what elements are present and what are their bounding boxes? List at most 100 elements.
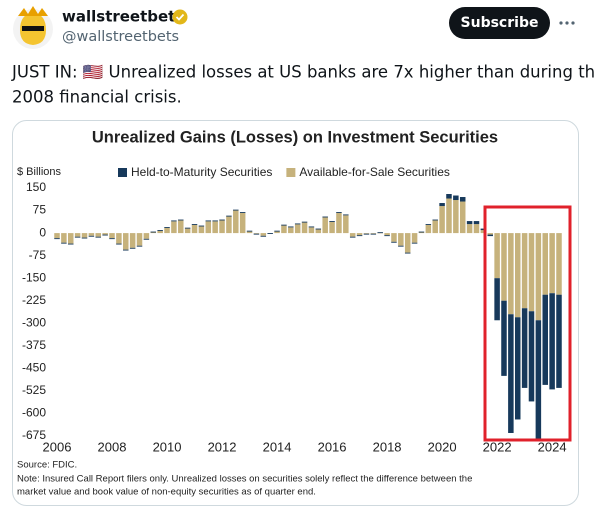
bar-segment [136,233,143,246]
y-tick-label: 75 [33,203,47,217]
bar-segment [116,233,122,244]
bar-segment [549,293,555,390]
user-name[interactable]: wallstreetbets [62,8,184,26]
bar-segment [68,233,74,244]
bar-segment [363,233,370,234]
bar-segment [74,233,81,237]
x-tick-label: 2012 [208,439,237,454]
bar-segment [171,220,177,222]
bar-segment [191,224,198,225]
bar-segment [164,227,170,228]
bar-segment [349,236,356,238]
bar-segment [294,224,301,234]
bar-segment [239,212,246,213]
bar-segment [233,210,239,234]
y-tick-label: 0 [39,225,46,239]
bar-segment [150,231,157,233]
bar-segment [370,233,377,234]
bar-segment [384,235,390,237]
bar-segment [129,233,136,248]
subscribe-button[interactable] [449,7,550,39]
y-tick-label: -150 [22,270,46,284]
bar-segment [391,241,397,243]
bar-segment [336,212,342,213]
bar-segment [157,230,163,231]
bar-segment [343,215,349,234]
bar-segment [95,236,102,238]
bar-segment [288,227,294,234]
bar-segment [556,294,562,388]
x-tick-label: 2020 [428,439,457,454]
bar-segment [109,238,115,240]
bar-segment [322,217,328,234]
y-axis-label: $ Billions [17,166,62,178]
bar-segment [363,233,370,235]
bar-segment [178,219,184,221]
bar-segment [459,197,466,202]
bar-segment [501,233,507,301]
bar-segment [384,233,390,236]
y-tick-label: -675 [22,428,46,442]
more-menu[interactable] [559,21,575,25]
source: Source: FDIC. [17,460,77,471]
chart-title: Unrealized Gains (Losses) on Investment … [92,128,498,146]
bar-segment [88,235,95,237]
bar-segment [136,245,143,247]
bar-segment [508,314,514,433]
bar-segment [239,212,246,234]
bar-segment [514,233,521,318]
bar-segment [404,233,411,253]
bar-segment [343,214,349,216]
bar-segment [349,233,356,237]
bar-segment [439,203,445,207]
bar-segment [219,219,225,221]
bar-segment [288,226,294,228]
bar-segment [143,238,150,240]
bar-segment [556,233,562,295]
bar-segment [274,230,280,232]
verified-check [175,13,185,21]
bar-segment [184,228,191,234]
bar-segment [212,220,218,222]
legend-swatch [286,168,296,177]
bar-segment [61,242,67,244]
bar-segment [274,231,280,234]
bar-segment [205,221,212,234]
legend-swatch [118,168,127,177]
bar-segment [308,227,315,234]
bar-segment [81,237,88,239]
bar-segment [281,224,287,226]
bar-segment [521,233,528,309]
bar-segment [61,233,67,243]
bar-segment [418,231,425,233]
user-handle[interactable]: @wallstreetbets [62,29,179,45]
media-card[interactable] [12,120,579,506]
bar-segment [301,222,308,234]
bar-segment [81,233,88,238]
bar-segment [294,223,301,225]
bar-segment [260,233,267,236]
bar-segment [315,228,322,230]
bar-segment [487,234,493,237]
y-tick-label: -75 [29,248,47,262]
bar-segment [391,233,397,242]
bar-segment [370,233,377,235]
bar-segment [150,232,157,234]
tweet-text: 2008 financial crisis. [12,88,182,107]
bar-segment [446,194,452,199]
bar-segment [535,233,542,321]
bar-segment [281,225,287,234]
bar-segment [123,249,129,251]
x-tick-label: 2006 [43,439,72,454]
bar-segment [205,220,212,222]
bar-segment [446,198,452,234]
bar-segment [411,233,418,243]
bar-segment [480,228,487,231]
bar-segment [54,238,60,240]
bar-segment [109,233,115,239]
bar-segment [123,233,129,250]
bar-segment [508,233,514,315]
highlight-box [483,205,572,442]
bar-segment [549,233,555,294]
y-tick-label: -450 [22,361,46,375]
